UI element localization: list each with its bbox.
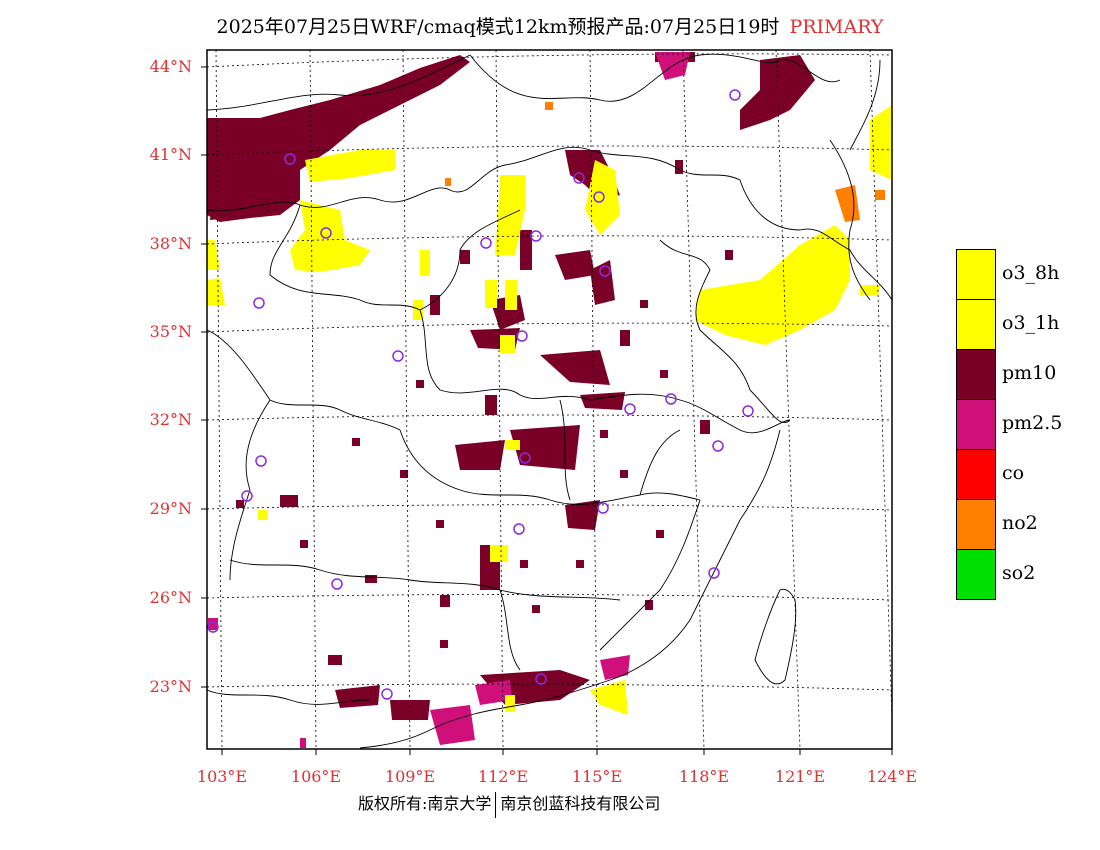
copyright-owner: 版权所有:南京大学 bbox=[358, 794, 492, 813]
title-text: 2025年07月25日WRF/cmaq模式12km预报产品:07月25日19时 bbox=[216, 16, 780, 38]
o3-areas bbox=[207, 105, 892, 715]
legend-swatch bbox=[956, 549, 996, 600]
lon-label-121: 121°E bbox=[774, 767, 826, 786]
map-frame bbox=[206, 49, 893, 750]
legend-label: so2 bbox=[1002, 562, 1036, 584]
lat-label-29: 29°N bbox=[149, 499, 192, 518]
copyright-company: 南京创蓝科技有限公司 bbox=[500, 794, 661, 813]
station-markers bbox=[207, 89, 754, 700]
map-title: 2025年07月25日WRF/cmaq模式12km预报产品:07月25日19时 P… bbox=[0, 12, 1100, 39]
lon-label-109: 109°E bbox=[384, 767, 436, 786]
legend-swatch bbox=[956, 249, 996, 300]
lon-label-124: 124°E bbox=[866, 767, 918, 786]
legend-swatch bbox=[956, 449, 996, 500]
legend-swatch bbox=[956, 499, 996, 550]
legend-label: pm2.5 bbox=[1002, 412, 1063, 434]
footer-divider bbox=[495, 791, 497, 818]
legend-swatch bbox=[956, 299, 996, 350]
title-primary-tag: PRIMARY bbox=[789, 16, 884, 38]
lon-label-118: 118°E bbox=[678, 767, 730, 786]
lat-label-38: 38°N bbox=[149, 234, 192, 253]
graticule bbox=[207, 50, 892, 749]
lat-label-32: 32°N bbox=[149, 410, 192, 429]
lon-label-112: 112°E bbox=[477, 767, 529, 786]
lat-label-44: 44°N bbox=[149, 57, 192, 76]
legend-label: co bbox=[1002, 462, 1025, 484]
lon-label-103: 103°E bbox=[196, 767, 248, 786]
copyright-footer: 版权所有:南京大学 南京创蓝科技有限公司 bbox=[358, 790, 660, 818]
legend-label: pm10 bbox=[1002, 362, 1057, 384]
lat-label-35: 35°N bbox=[149, 322, 192, 341]
pm10-areas bbox=[207, 52, 815, 720]
lat-label-23: 23°N bbox=[149, 677, 192, 696]
legend-label: o3_8h bbox=[1002, 262, 1060, 284]
legend-label: no2 bbox=[1002, 512, 1038, 534]
boundary-lines bbox=[207, 53, 892, 749]
legend-swatch bbox=[956, 399, 996, 450]
legend-label: o3_1h bbox=[1002, 312, 1060, 334]
legend-swatch bbox=[956, 349, 996, 400]
lat-label-26: 26°N bbox=[149, 588, 192, 607]
axis-ticks bbox=[201, 66, 893, 755]
lat-label-41: 41°N bbox=[149, 145, 192, 164]
lon-label-106: 106°E bbox=[290, 767, 342, 786]
lon-label-115: 115°E bbox=[571, 767, 623, 786]
